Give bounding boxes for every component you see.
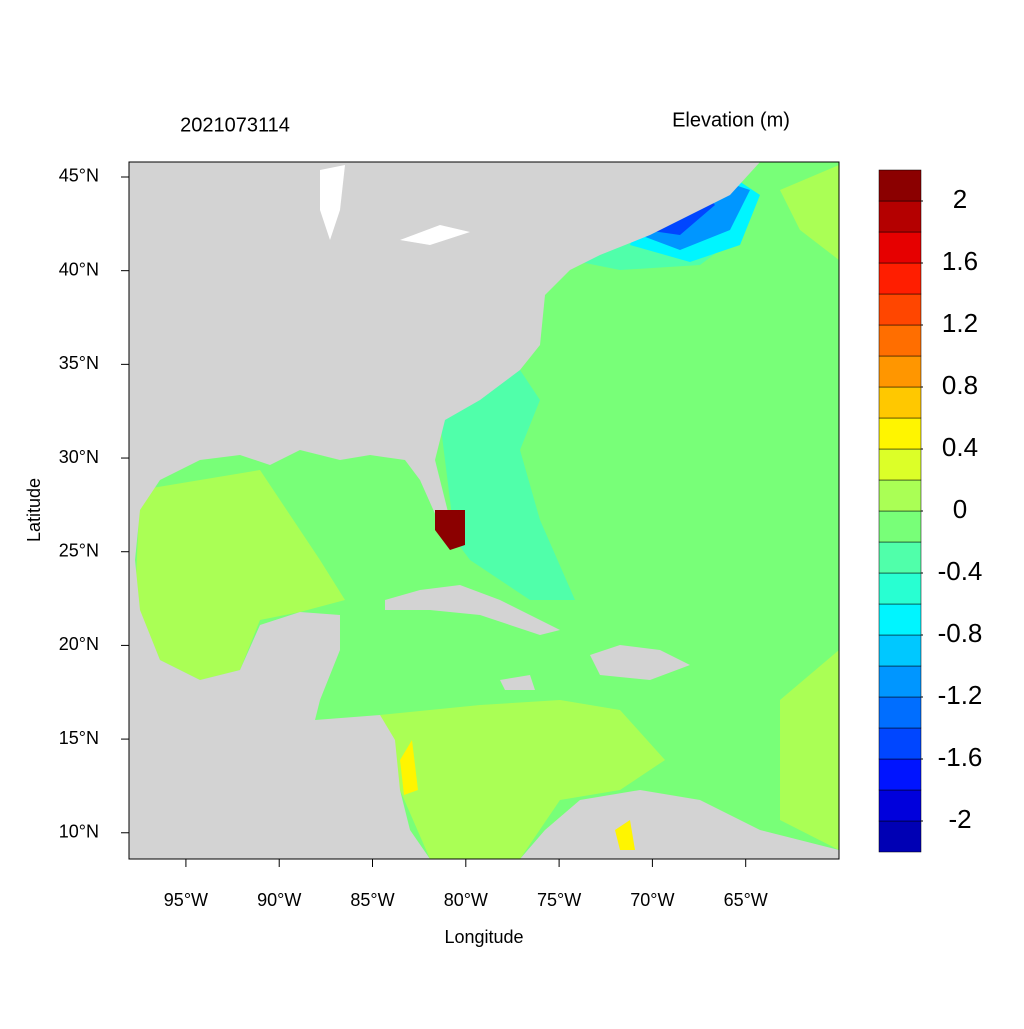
florida-high xyxy=(435,510,465,550)
colorbar-box xyxy=(878,169,922,202)
subtitle: Elevation (m) xyxy=(672,109,790,131)
colorbar-box xyxy=(878,417,922,450)
colorbar-box xyxy=(878,758,922,791)
colorbar-box xyxy=(878,324,922,357)
colorbar-box xyxy=(878,386,922,419)
jamaica xyxy=(500,675,535,690)
colorbar-box xyxy=(878,696,922,729)
colorbar-box xyxy=(878,200,922,233)
colorbar-box xyxy=(878,634,922,667)
colorbar-box xyxy=(878,572,922,605)
title: 2021073114 xyxy=(180,114,290,136)
colorbar-box xyxy=(878,448,922,481)
caribbean-region xyxy=(380,700,665,859)
colorbar-box xyxy=(878,727,922,760)
y-tick-label: 30°N xyxy=(59,447,99,467)
y-tick-label: 15°N xyxy=(59,728,99,748)
x-tick-label: 85°W xyxy=(350,890,394,910)
florida-shelf xyxy=(440,370,575,600)
x-tick-label: 75°W xyxy=(537,890,581,910)
colorbar-box xyxy=(878,510,922,543)
x-tick-label: 90°W xyxy=(257,890,301,910)
colorbar-box xyxy=(878,820,922,853)
y-tick-label: 45°N xyxy=(59,166,99,186)
colorbar-box xyxy=(878,665,922,698)
colorbar-label: 1.2 xyxy=(942,308,978,338)
lake xyxy=(320,165,345,240)
map-field xyxy=(129,162,839,859)
colorbar-box xyxy=(878,789,922,822)
colorbar-box xyxy=(878,479,922,512)
colorbar-box xyxy=(878,231,922,264)
colorbar-label: 2 xyxy=(953,184,967,214)
colorbar-label: -0.8 xyxy=(938,618,983,648)
y-tick-label: 40°N xyxy=(59,259,99,279)
cuba xyxy=(385,585,560,635)
colorbar-label: 0.8 xyxy=(942,370,978,400)
x-tick-label: 95°W xyxy=(164,890,208,910)
x-axis-label: Longitude xyxy=(444,927,523,947)
lake xyxy=(400,225,470,245)
y-tick-label: 10°N xyxy=(59,822,99,842)
colorbar-label: -1.6 xyxy=(938,742,983,772)
colorbar-label: -1.2 xyxy=(938,680,983,710)
y-tick-label: 35°N xyxy=(59,353,99,373)
colorbar-box xyxy=(878,541,922,574)
east-region xyxy=(780,650,839,850)
colorbar-label: -2 xyxy=(948,804,971,834)
colorbar-label: 1.6 xyxy=(942,246,978,276)
colorbar-box xyxy=(878,262,922,295)
south-america xyxy=(520,790,839,859)
colorbar-box xyxy=(878,355,922,388)
colorbar-label: 0.4 xyxy=(942,432,978,462)
x-tick-label: 65°W xyxy=(724,890,768,910)
colorbar-box xyxy=(878,603,922,636)
x-tick-label: 70°W xyxy=(630,890,674,910)
hispaniola xyxy=(590,645,690,680)
y-tick-label: 25°N xyxy=(59,540,99,560)
ne-region xyxy=(780,165,839,260)
y-tick-label: 20°N xyxy=(59,634,99,654)
colorbar-label: -0.4 xyxy=(938,556,983,586)
x-tick-label: 80°W xyxy=(444,890,488,910)
y-axis-label: Latitude xyxy=(24,478,44,542)
coast-high xyxy=(400,740,418,795)
colorbar-box xyxy=(878,293,922,326)
colorbar-label: 0 xyxy=(953,494,967,524)
gulf-region xyxy=(135,470,345,680)
plot-frame xyxy=(128,161,840,860)
coast-high xyxy=(615,820,635,850)
